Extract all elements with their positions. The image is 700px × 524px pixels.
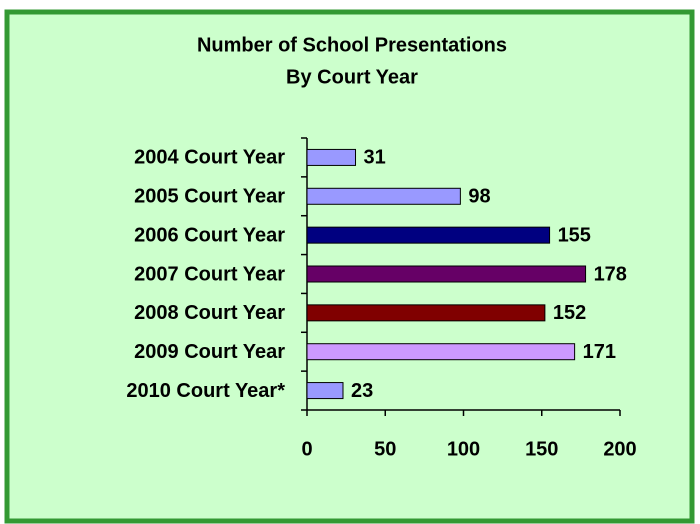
data-label: 23 bbox=[351, 380, 373, 402]
data-label: 31 bbox=[364, 147, 386, 169]
bar bbox=[306, 304, 546, 322]
chart-title-line-2: By Court Year bbox=[286, 66, 418, 88]
data-label: 171 bbox=[583, 341, 616, 363]
x-tick-label: 150 bbox=[525, 438, 558, 460]
bar bbox=[306, 343, 576, 361]
x-tick-label: 0 bbox=[301, 438, 312, 460]
x-tick-label: 100 bbox=[447, 438, 480, 460]
y-tick-label: 2009 Court Year bbox=[134, 341, 285, 363]
bar bbox=[306, 187, 461, 205]
y-tick-label: 2005 Court Year bbox=[134, 186, 285, 208]
bar bbox=[306, 148, 357, 166]
data-label: 155 bbox=[558, 224, 591, 246]
chart-title-line-1: Number of School Presentations bbox=[197, 34, 507, 56]
y-tick-label: 2004 Court Year bbox=[134, 147, 285, 169]
data-label: 98 bbox=[468, 186, 490, 208]
x-tick-label: 50 bbox=[374, 438, 396, 460]
x-tick-label: 200 bbox=[603, 438, 636, 460]
bar bbox=[306, 226, 551, 244]
bar bbox=[306, 382, 344, 400]
y-tick-label: 2006 Court Year bbox=[134, 224, 285, 246]
bar bbox=[306, 265, 587, 283]
data-label: 178 bbox=[594, 263, 627, 285]
y-tick-label: 2007 Court Year bbox=[134, 263, 285, 285]
y-tick-label: 2008 Court Year bbox=[134, 302, 285, 324]
y-tick-label: 2010 Court Year* bbox=[126, 380, 285, 402]
data-label: 152 bbox=[553, 302, 586, 324]
